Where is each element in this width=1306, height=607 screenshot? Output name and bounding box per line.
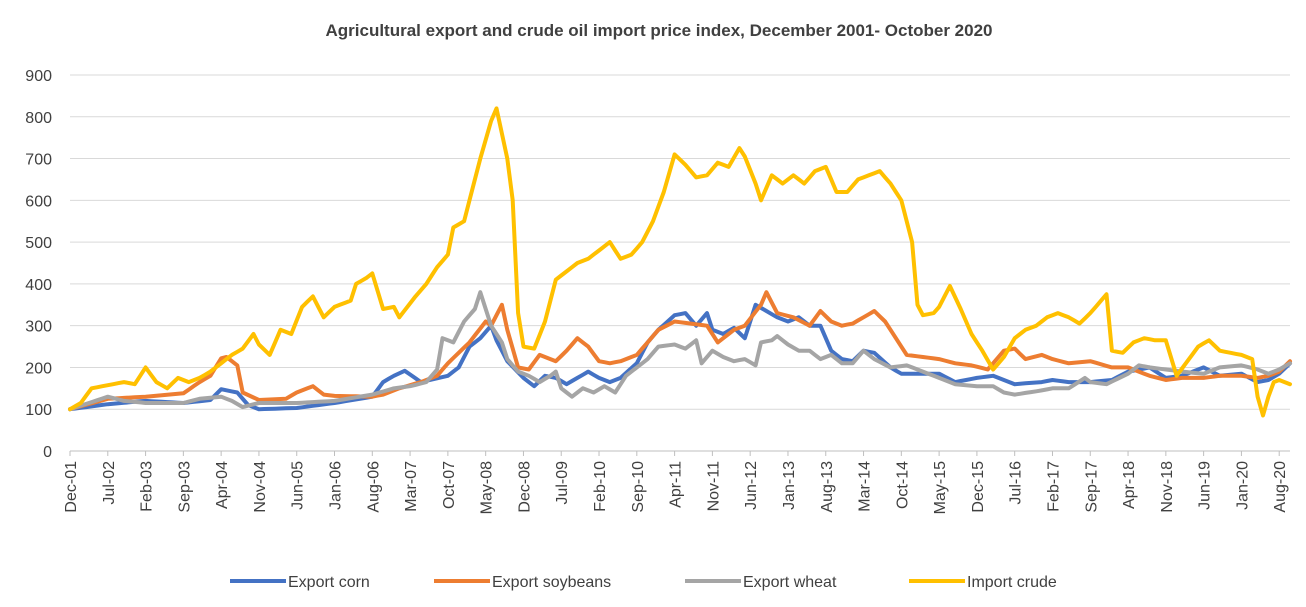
y-axis-ticks: 0 100 200 300 400 500 600 700 800 900 — [25, 68, 52, 461]
y-tick-label: 200 — [25, 360, 52, 377]
x-tick-label: Dec-15 — [970, 461, 987, 513]
series-line-export-soybeans — [68, 290, 1292, 412]
x-tick-label: Jun-19 — [1197, 461, 1214, 510]
x-tick-label: Feb-10 — [592, 461, 609, 512]
gridlines — [70, 74, 1290, 452]
chart-title: Agricultural export and crude oil import… — [326, 21, 993, 40]
x-tick-label: Apr-18 — [1121, 461, 1138, 509]
x-tick-label: Mar-14 — [857, 461, 874, 512]
x-tick-label: Dec-01 — [63, 461, 80, 513]
x-tick-label: Sep-17 — [1083, 461, 1100, 513]
x-tick-label: May-08 — [479, 461, 496, 514]
x-tick-label: Sep-10 — [630, 461, 647, 513]
x-tick-label: Apr-11 — [668, 461, 685, 508]
x-tick-label: Aug-20 — [1272, 461, 1289, 513]
x-tick-label: Nov-18 — [1159, 461, 1176, 513]
x-tick-label: Jan-13 — [781, 461, 798, 510]
x-tick-label: Apr-04 — [214, 461, 231, 509]
x-tick-label: Jul-02 — [101, 461, 118, 505]
x-tick-label: Oct-14 — [894, 461, 911, 509]
x-tick-label: Jul-16 — [1008, 461, 1025, 505]
y-tick-label: 800 — [25, 110, 52, 127]
y-tick-label: 500 — [25, 235, 52, 252]
y-tick-label: 700 — [25, 152, 52, 169]
x-tick-label: Jan-20 — [1234, 461, 1251, 510]
legend: Export corn Export soybeans Export wheat Im… — [230, 574, 1057, 591]
x-axis-ticks: Dec-01 Jul-02 Feb-03 Sep-03 Apr-04 Nov-04 Jun-… — [63, 451, 1289, 514]
y-tick-label: 400 — [25, 277, 52, 294]
x-tick-label: Jan-06 — [328, 461, 345, 510]
x-tick-label: Jul-09 — [554, 461, 571, 505]
y-tick-label: 0 — [43, 444, 52, 461]
x-tick-label: Jun-12 — [743, 461, 760, 510]
x-tick-label: Dec-08 — [516, 461, 533, 513]
series-line-import-crude — [68, 106, 1292, 418]
x-tick-label: Aug-06 — [365, 461, 382, 513]
legend-label-export-wheat: Export wheat — [743, 574, 837, 591]
x-tick-label: Jun-05 — [290, 461, 307, 510]
series-lines — [68, 106, 1292, 418]
x-tick-label: Nov-11 — [705, 461, 722, 511]
legend-label-import-crude: Import crude — [967, 574, 1057, 591]
x-tick-label: May-15 — [932, 461, 949, 514]
x-tick-label: Feb-17 — [1045, 461, 1062, 512]
x-tick-label: Feb-03 — [139, 461, 156, 512]
x-tick-label: Mar-07 — [403, 461, 420, 512]
x-tick-label: Aug-13 — [819, 461, 836, 513]
y-tick-label: 100 — [25, 402, 52, 419]
y-tick-label: 900 — [25, 68, 52, 85]
x-tick-label: Oct-07 — [441, 461, 458, 509]
series-line-export-wheat — [68, 290, 1292, 412]
y-tick-label: 300 — [25, 319, 52, 336]
series-line-export-corn — [68, 302, 1292, 412]
legend-label-export-corn: Export corn — [288, 574, 370, 591]
legend-label-export-soybeans: Export soybeans — [492, 574, 611, 591]
x-tick-label: Sep-03 — [176, 461, 193, 513]
y-tick-label: 600 — [25, 193, 52, 210]
x-tick-label: Nov-04 — [252, 461, 269, 513]
